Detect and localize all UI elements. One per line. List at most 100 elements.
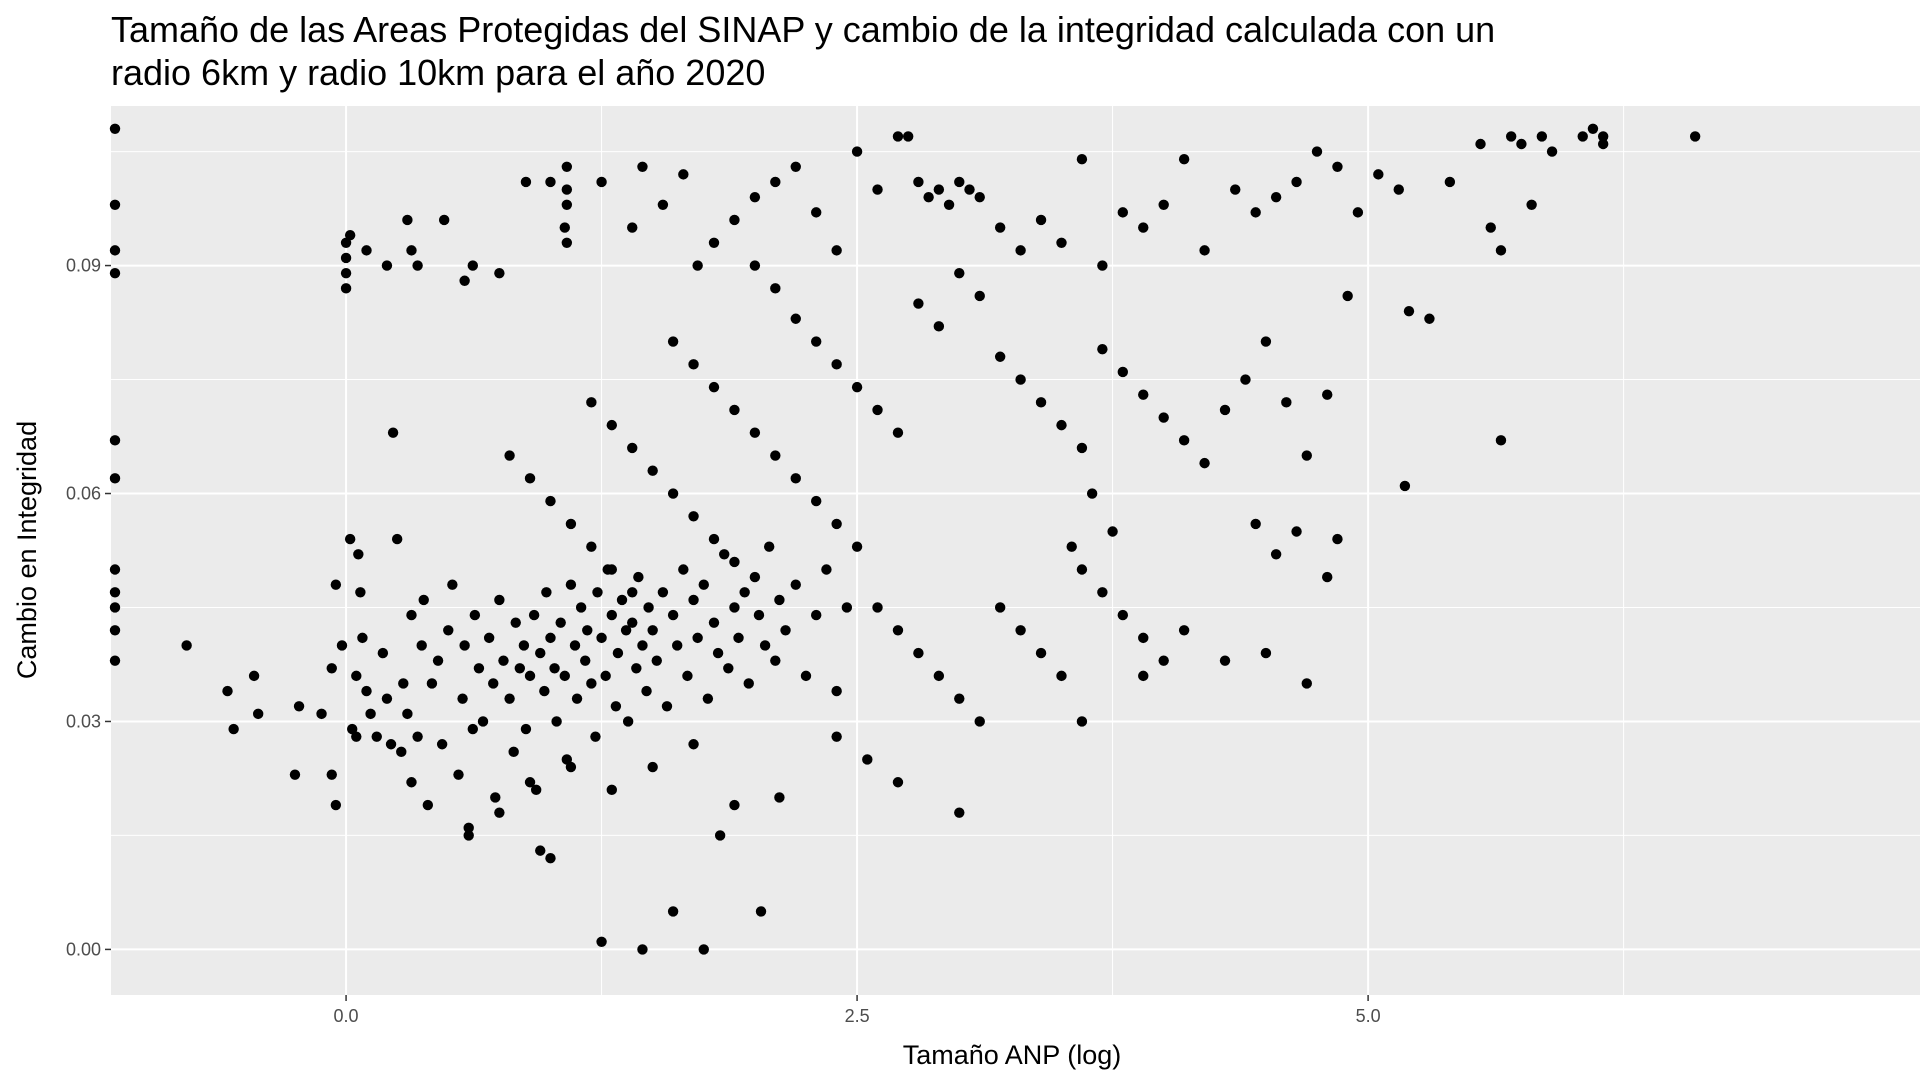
data-point [688, 739, 699, 750]
data-point [1526, 199, 1537, 210]
data-point [1352, 207, 1364, 218]
data-point [714, 830, 726, 841]
data-point [473, 663, 485, 674]
data-point [1495, 245, 1507, 256]
data-point [498, 655, 509, 666]
data-point [494, 267, 505, 279]
data-point [759, 640, 771, 651]
data-point [600, 670, 611, 682]
data-point [365, 708, 376, 720]
data-point [1056, 670, 1067, 682]
data-points [109, 123, 1701, 955]
data-point [831, 731, 842, 742]
data-point [749, 571, 761, 583]
data-point [406, 245, 417, 256]
data-point [340, 283, 352, 294]
data-point [708, 237, 720, 248]
axes: 0.0 2.5 5.0 0.00 0.03 0.06 0.09 [66, 256, 1381, 1026]
data-point [763, 541, 775, 552]
data-point [708, 381, 720, 393]
data-point [488, 678, 499, 689]
data-point [733, 632, 744, 644]
data-point [994, 602, 1006, 613]
data-point [729, 556, 740, 568]
data-point [627, 587, 638, 598]
data-point [831, 245, 842, 256]
data-point [627, 617, 638, 628]
data-point [457, 693, 468, 704]
data-point [774, 594, 785, 606]
data-point [627, 222, 638, 233]
data-point [443, 625, 454, 636]
data-point [933, 321, 945, 332]
data-point [688, 511, 699, 522]
data-point [1342, 290, 1353, 302]
data-point [504, 450, 515, 461]
data-point [1403, 305, 1415, 317]
data-point [418, 594, 429, 606]
data-point [851, 381, 863, 393]
data-point [228, 723, 239, 735]
data-point [1076, 153, 1088, 165]
data-point [340, 252, 352, 264]
data-point [1219, 404, 1231, 416]
data-point [631, 663, 642, 674]
data-point [729, 799, 740, 811]
data-point [770, 283, 781, 294]
data-point [467, 723, 478, 735]
data-point [770, 450, 781, 461]
data-point [943, 199, 955, 210]
data-point [504, 693, 515, 704]
data-point [790, 473, 801, 484]
data-point [561, 199, 573, 210]
data-point [1219, 655, 1231, 666]
data-point [351, 731, 362, 742]
data-point [667, 906, 679, 917]
data-point [1373, 169, 1384, 180]
data-point [494, 807, 505, 818]
data-point [831, 685, 842, 697]
data-point [508, 746, 519, 758]
data-point [821, 564, 832, 575]
data-point [647, 465, 658, 476]
data-point [755, 906, 767, 917]
data-point [616, 594, 628, 606]
data-point [719, 549, 730, 560]
data-point [1577, 131, 1588, 142]
data-point [841, 602, 853, 613]
data-point [1399, 480, 1411, 492]
plot-panel [111, 106, 1920, 995]
data-point [582, 625, 593, 636]
data-point [913, 176, 924, 188]
data-point [371, 731, 382, 742]
data-point [326, 663, 337, 674]
data-point [1117, 609, 1129, 621]
data-point [109, 625, 121, 636]
data-point [293, 701, 305, 712]
data-point [647, 761, 658, 773]
data-point [667, 488, 679, 499]
data-point [994, 222, 1006, 233]
data-point [1260, 336, 1272, 347]
data-point [627, 442, 638, 454]
data-point [596, 632, 607, 644]
data-point [811, 207, 822, 218]
data-point [1138, 632, 1149, 644]
data-point [1138, 670, 1149, 682]
data-point [1250, 207, 1261, 218]
data-point [330, 579, 342, 590]
data-point [545, 176, 556, 188]
data-point [436, 739, 448, 750]
y-tick-label: 0.09 [66, 256, 101, 276]
data-point [913, 647, 924, 659]
data-point [1015, 625, 1026, 636]
data-point [1158, 412, 1169, 423]
data-point [361, 685, 372, 697]
chart-title: Tamaño de las Areas Protegidas del SINAP… [111, 8, 1871, 94]
data-point [1546, 146, 1558, 157]
data-point [353, 549, 364, 560]
data-point [811, 609, 822, 621]
data-point [1301, 678, 1312, 689]
data-point [729, 602, 740, 613]
